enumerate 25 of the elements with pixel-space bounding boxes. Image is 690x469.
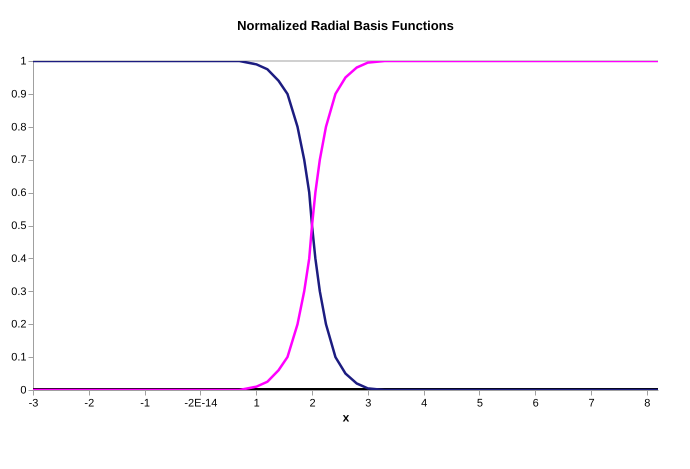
y-tick-label: 0.1 xyxy=(11,352,26,364)
y-tick-label: 0.7 xyxy=(11,154,26,166)
y-tick-label: 0.3 xyxy=(11,286,26,298)
y-tick-label: 0.9 xyxy=(11,88,26,100)
x-tick-label: -3 xyxy=(28,398,38,410)
x-tick-label: 8 xyxy=(644,398,650,410)
y-tick-label: 0.4 xyxy=(11,252,26,265)
x-tick-label: 1 xyxy=(254,398,260,410)
y-tick-label: 0.5 xyxy=(11,220,26,232)
x-tick-label: -1 xyxy=(140,398,150,410)
x-tick-label: 2 xyxy=(309,398,316,410)
x-tick-label: 3 xyxy=(365,398,372,410)
x-tick-label: -2E-14 xyxy=(184,398,218,410)
y-tick-label: 0.6 xyxy=(11,187,26,200)
x-axis-title: x xyxy=(342,410,350,424)
y-tick-label: 0 xyxy=(20,384,26,396)
y-tick-label: 0.2 xyxy=(11,318,26,331)
x-tick-label: 7 xyxy=(588,398,595,410)
x-tick-label: 5 xyxy=(476,398,483,410)
y-tick-label: 0.8 xyxy=(11,121,26,134)
y-tick-label: 1 xyxy=(20,56,26,68)
x-tick-label: 6 xyxy=(532,398,539,410)
x-tick-label: 4 xyxy=(421,398,428,410)
x-tick-label: -2 xyxy=(84,398,94,410)
chart-title: Normalized Radial Basis Functions xyxy=(237,18,454,33)
